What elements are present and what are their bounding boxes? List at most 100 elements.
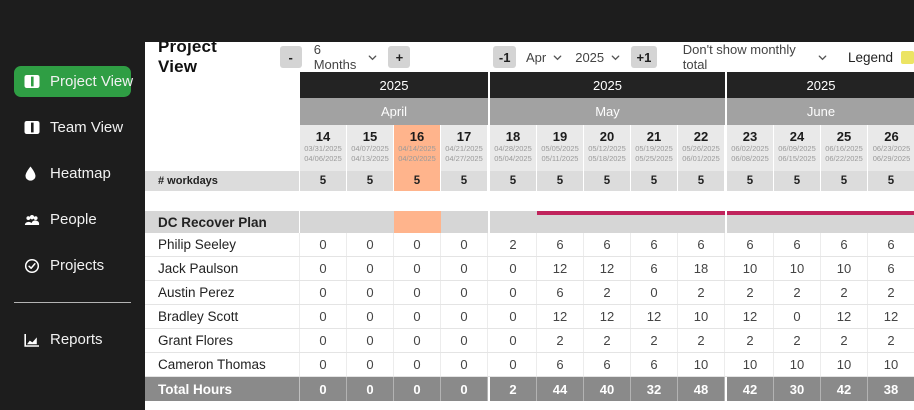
allocation-cell[interactable]: 0 [490,257,537,280]
sidebar-item-reports[interactable]: Reports [14,324,131,355]
allocation-cell[interactable]: 18 [678,257,725,280]
allocation-cell[interactable]: 2 [727,281,774,304]
legend-button[interactable]: Legend [847,49,893,65]
allocation-cell[interactable]: 12 [584,305,631,328]
allocation-cell[interactable]: 12 [631,305,678,328]
sidebar-item-project-view[interactable]: Project View [14,66,133,97]
allocation-cell[interactable]: 6 [537,353,584,376]
allocation-cell[interactable]: 2 [774,329,821,352]
allocation-cell[interactable]: 12 [727,305,774,328]
allocation-cell[interactable]: 0 [441,305,488,328]
name-column-spacer [145,125,300,171]
sidebar-item-heatmap[interactable]: Heatmap [14,158,131,189]
allocation-cell[interactable]: 0 [300,329,347,352]
month-gap [488,377,490,401]
allocation-cell[interactable]: 0 [490,329,537,352]
allocation-cell[interactable]: 0 [441,257,488,280]
allocation-cell[interactable]: 2 [631,329,678,352]
sidebar-item-projects[interactable]: Projects [14,250,131,281]
allocation-cell[interactable]: 6 [631,257,678,280]
allocation-cell[interactable]: 0 [774,305,821,328]
allocation-cell[interactable]: 2 [821,329,868,352]
allocation-cell[interactable]: 6 [584,233,631,256]
allocation-cell[interactable]: 6 [868,233,914,256]
allocation-cell[interactable]: 10 [727,257,774,280]
allocation-cell[interactable]: 6 [678,233,725,256]
allocation-cell[interactable]: 0 [441,329,488,352]
allocation-cell[interactable]: 6 [537,281,584,304]
allocation-cell[interactable]: 0 [347,257,394,280]
month-select[interactable]: Apr [526,50,563,65]
allocation-cell[interactable]: 0 [441,281,488,304]
allocation-cell[interactable]: 10 [774,257,821,280]
allocation-cell[interactable]: 0 [631,281,678,304]
allocation-cell[interactable]: 0 [347,353,394,376]
allocation-cell[interactable]: 10 [727,353,774,376]
allocation-cell[interactable]: 10 [678,305,725,328]
allocation-cell[interactable]: 0 [394,353,441,376]
monthly-total-select[interactable]: Don't show monthly total [683,42,828,72]
allocation-cell[interactable]: 2 [584,281,631,304]
allocation-cell[interactable]: 12 [537,257,584,280]
allocation-cell[interactable]: 0 [300,353,347,376]
allocation-cell[interactable]: 0 [394,305,441,328]
allocation-cell[interactable]: 6 [868,257,914,280]
allocation-cell[interactable]: 12 [821,305,868,328]
month-gap [725,125,727,171]
next-month-button[interactable]: +1 [631,46,657,68]
sidebar-item-team-view[interactable]: Team View [14,112,131,143]
allocation-cell[interactable]: 2 [490,233,537,256]
allocation-cell[interactable]: 0 [347,305,394,328]
allocation-cell[interactable]: 6 [537,233,584,256]
allocation-cell[interactable]: 0 [490,353,537,376]
allocation-cell[interactable]: 6 [727,233,774,256]
allocation-cell[interactable]: 0 [490,281,537,304]
allocation-cell[interactable]: 12 [868,305,914,328]
allocation-cell[interactable]: 10 [868,353,914,376]
allocation-cell[interactable]: 2 [584,329,631,352]
allocation-cell[interactable]: 0 [394,329,441,352]
allocation-cell[interactable]: 0 [394,257,441,280]
allocation-cell[interactable]: 6 [774,233,821,256]
prev-month-button[interactable]: -1 [493,46,516,68]
allocation-cell[interactable]: 6 [821,233,868,256]
sidebar-item-people[interactable]: People [14,204,131,235]
allocation-cell[interactable]: 10 [821,257,868,280]
allocation-cell[interactable]: 6 [631,353,678,376]
allocation-cell[interactable]: 0 [441,353,488,376]
range-select[interactable]: 6 Months [314,42,379,72]
allocation-cell[interactable]: 2 [774,281,821,304]
allocation-cell[interactable]: 10 [678,353,725,376]
allocation-cell[interactable]: 0 [300,305,347,328]
allocation-cell[interactable]: 0 [347,281,394,304]
allocation-cell[interactable]: 2 [727,329,774,352]
year-select[interactable]: 2025 [575,50,621,65]
range-zoom-in-button[interactable]: + [388,46,411,68]
allocation-cell[interactable]: 0 [394,281,441,304]
allocation-cell[interactable]: 0 [300,233,347,256]
allocation-cell[interactable]: 0 [347,233,394,256]
allocation-cell[interactable]: 0 [347,329,394,352]
allocation-cell[interactable]: 10 [821,353,868,376]
range-zoom-out-button[interactable]: - [279,46,302,68]
allocation-cell[interactable]: 6 [631,233,678,256]
allocation-cell[interactable]: 2 [868,329,914,352]
allocation-cell[interactable]: 2 [678,281,725,304]
allocation-cell[interactable]: 2 [868,281,914,304]
sidebar-item-label: Reports [50,331,103,348]
allocation-cell[interactable]: 2 [537,329,584,352]
project-timeline-cell [821,211,868,233]
allocation-cell[interactable]: 2 [821,281,868,304]
allocation-cell[interactable]: 10 [774,353,821,376]
allocation-cell[interactable]: 0 [300,281,347,304]
allocation-cell[interactable]: 6 [584,353,631,376]
allocation-cell[interactable]: 2 [678,329,725,352]
project-name[interactable]: DC Recover Plan [145,211,300,233]
allocation-cell[interactable]: 0 [300,257,347,280]
allocation-cell[interactable]: 0 [394,233,441,256]
allocation-cell[interactable]: 12 [584,257,631,280]
month-header: May [490,98,725,125]
allocation-cell[interactable]: 0 [441,233,488,256]
allocation-cell[interactable]: 0 [490,305,537,328]
allocation-cell[interactable]: 12 [537,305,584,328]
